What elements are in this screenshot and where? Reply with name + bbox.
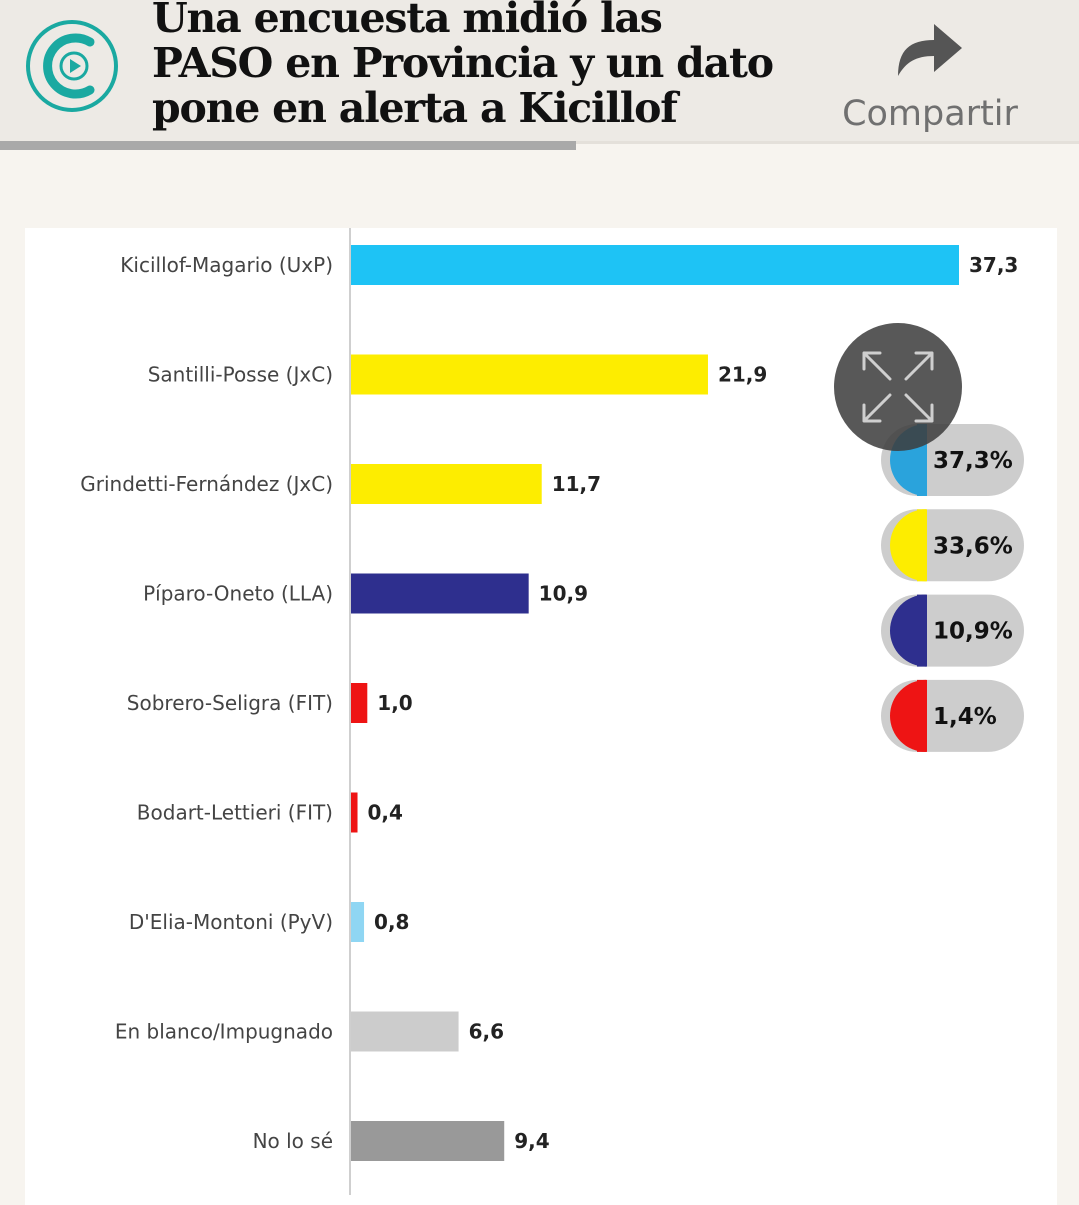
- category-label: D'Elia-Montoni (PyV): [129, 910, 333, 934]
- expand-image-button[interactable]: [834, 323, 962, 451]
- bar: [351, 792, 358, 833]
- bar: [351, 573, 529, 614]
- category-label: En blanco/Impugnado: [115, 1020, 333, 1044]
- bar: [351, 354, 708, 395]
- value-label: 21,9: [718, 363, 767, 387]
- result-pills: 37,3% 33,6% 10,9% 1,4%: [881, 424, 1024, 752]
- result-pill: 10,9%: [881, 594, 1024, 667]
- value-label: 0,8: [374, 910, 409, 934]
- article-header: Una encuesta midió las PASO en Provincia…: [0, 0, 1079, 141]
- value-label: 0,4: [368, 801, 403, 825]
- value-label: 11,7: [552, 472, 601, 496]
- reading-progress-bar: [0, 141, 577, 150]
- category-label: Grindetti-Fernández (JxC): [80, 472, 333, 496]
- bar: [351, 902, 365, 942]
- category-label: Santilli-Posse (JxC): [148, 363, 333, 387]
- bar: [351, 1011, 459, 1052]
- pill-value-label: 33,6%: [933, 533, 1013, 559]
- clarin-logo-icon[interactable]: [24, 18, 120, 114]
- bar: [351, 245, 959, 285]
- share-arrow-icon: [898, 24, 962, 76]
- bar: [351, 683, 368, 723]
- value-label: 10,9: [539, 582, 588, 606]
- pill-value-label: 1,4%: [933, 704, 997, 730]
- bars: Kicillof-Magario (UxP) 37,3 Santilli-Posse…: [80, 245, 1018, 1161]
- pill-value-label: 37,3%: [933, 448, 1013, 474]
- article-headline: Una encuesta midió las PASO en Provincia…: [152, 0, 774, 132]
- value-label: 9,4: [514, 1129, 549, 1153]
- bar: [351, 1121, 505, 1161]
- category-label: Sobrero-Seligra (FIT): [127, 691, 333, 715]
- expand-arrows-icon: [862, 351, 934, 423]
- result-pill: 1,4%: [881, 679, 1024, 752]
- bar: [351, 464, 542, 504]
- category-label: Kicillof-Magario (UxP): [120, 253, 333, 277]
- value-label: 37,3: [969, 253, 1018, 277]
- pill-value-label: 10,9%: [933, 619, 1013, 645]
- bar-chart: Kicillof-Magario (UxP) 37,3 Santilli-Posse…: [80, 228, 1024, 1195]
- category-label: Bodart-Lettieri (FIT): [137, 801, 333, 825]
- category-label: No lo sé: [253, 1129, 333, 1153]
- result-pill: 33,6%: [881, 509, 1024, 582]
- share-button[interactable]: Compartir: [830, 10, 1030, 135]
- category-label: Píparo-Oneto (LLA): [143, 582, 333, 606]
- value-label: 6,6: [469, 1020, 504, 1044]
- value-label: 1,0: [377, 691, 412, 715]
- share-label: Compartir: [842, 94, 1018, 134]
